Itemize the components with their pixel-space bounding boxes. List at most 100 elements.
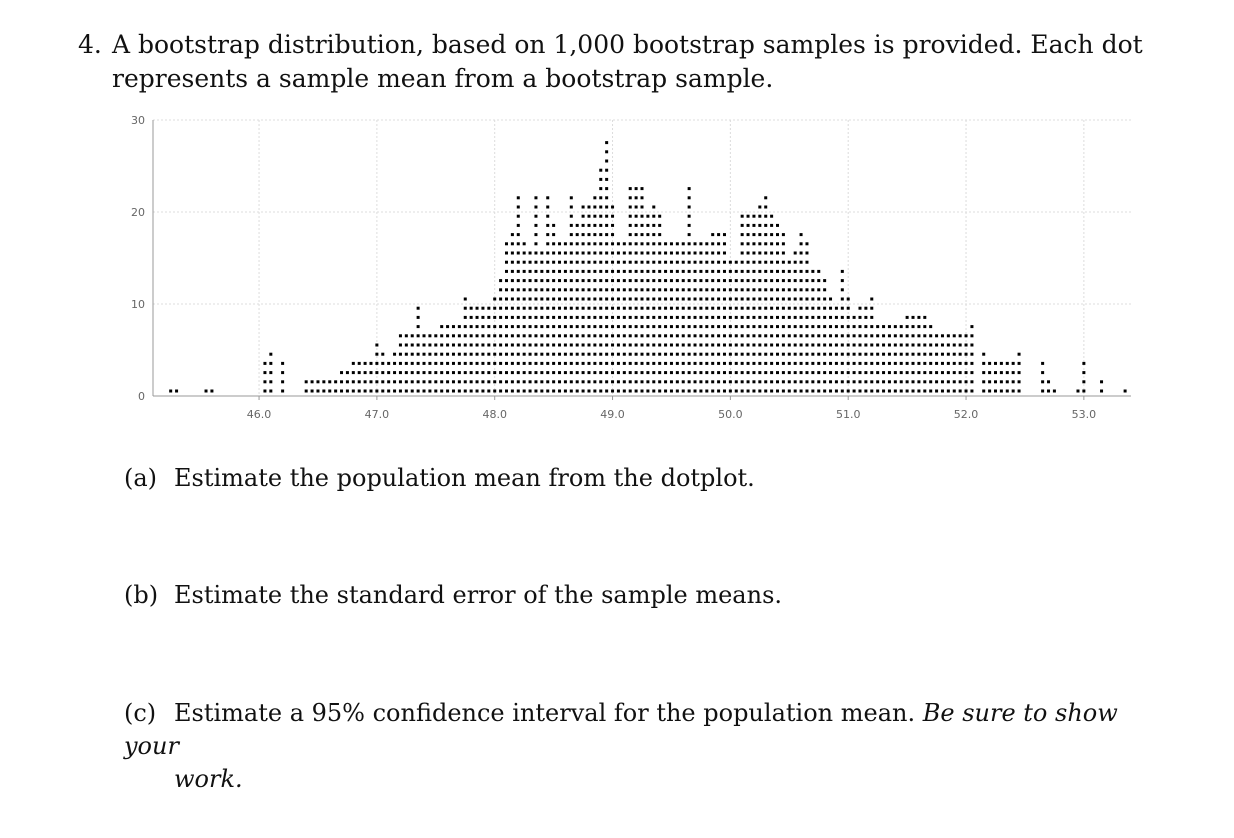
dot	[693, 361, 697, 365]
dot	[887, 352, 891, 356]
dot	[728, 260, 732, 264]
dot	[510, 242, 514, 246]
part-c-line-1: (c) Estimate a 95% confidence interval fo…	[124, 697, 1154, 763]
dot	[581, 361, 585, 365]
dot	[799, 251, 803, 255]
dot	[587, 334, 591, 338]
dot	[734, 334, 738, 338]
dot	[787, 361, 791, 365]
dot	[675, 352, 679, 356]
problem-statement: 4. A bootstrap distribution, based on 1,0…	[78, 28, 1158, 96]
dot	[846, 334, 850, 338]
dot	[829, 297, 833, 301]
dot	[546, 334, 550, 338]
dot	[622, 242, 626, 246]
dot	[499, 325, 503, 329]
dot	[852, 334, 856, 338]
dot	[799, 260, 803, 264]
dot	[1082, 361, 1086, 365]
dot	[640, 223, 644, 227]
dot	[764, 214, 768, 218]
dot	[628, 325, 632, 329]
dot	[805, 288, 809, 292]
dot	[646, 380, 650, 384]
dot	[669, 306, 673, 310]
dot	[475, 380, 479, 384]
dot	[923, 315, 927, 319]
dot	[776, 343, 780, 347]
dot	[552, 223, 556, 227]
dot	[711, 288, 715, 292]
dot	[817, 380, 821, 384]
dot	[499, 288, 503, 292]
dot	[770, 371, 774, 375]
dot	[640, 371, 644, 375]
dot	[699, 325, 703, 329]
dot	[805, 315, 809, 319]
dot	[1082, 389, 1086, 393]
dot	[717, 371, 721, 375]
dot	[717, 279, 721, 283]
dot	[722, 269, 726, 273]
dot	[599, 352, 603, 356]
dot	[398, 389, 402, 393]
dot	[711, 297, 715, 301]
dot	[640, 260, 644, 264]
dot	[634, 214, 638, 218]
dot	[575, 325, 579, 329]
dot	[269, 352, 273, 356]
problem-line-1: 4. A bootstrap distribution, based on 1,0…	[78, 28, 1158, 62]
dot	[728, 371, 732, 375]
dot	[599, 223, 603, 227]
dot	[669, 343, 673, 347]
dot	[528, 288, 532, 292]
dot	[646, 251, 650, 255]
dot	[717, 269, 721, 273]
dot	[1041, 371, 1045, 375]
dot	[652, 297, 656, 301]
dot	[463, 343, 467, 347]
dot	[646, 269, 650, 273]
dot	[593, 251, 597, 255]
x-tick-label: 49.0	[600, 408, 625, 421]
dot	[599, 168, 603, 172]
dot	[263, 389, 267, 393]
dot	[546, 389, 550, 393]
dot	[887, 325, 891, 329]
dot	[964, 371, 968, 375]
dot	[693, 325, 697, 329]
dot	[734, 260, 738, 264]
dot	[711, 361, 715, 365]
dot	[510, 279, 514, 283]
dot	[504, 352, 508, 356]
dot	[752, 260, 756, 264]
dot	[858, 306, 862, 310]
dot	[581, 260, 585, 264]
dot	[528, 279, 532, 283]
y-tick-label: 10	[131, 298, 145, 311]
dot	[422, 343, 426, 347]
dot	[646, 223, 650, 227]
dot	[646, 279, 650, 283]
dot	[599, 214, 603, 218]
dot	[711, 251, 715, 255]
dot	[699, 251, 703, 255]
dot	[504, 325, 508, 329]
dot	[658, 343, 662, 347]
dot	[817, 352, 821, 356]
dot	[952, 371, 956, 375]
dot	[534, 343, 538, 347]
dot	[746, 371, 750, 375]
dot	[428, 380, 432, 384]
dot	[622, 380, 626, 384]
dot	[616, 260, 620, 264]
dot	[935, 371, 939, 375]
dot	[681, 251, 685, 255]
dot	[628, 196, 632, 200]
dot	[858, 343, 862, 347]
dot	[587, 223, 591, 227]
dot	[664, 371, 668, 375]
dot	[510, 343, 514, 347]
dot	[534, 279, 538, 283]
dot	[811, 279, 815, 283]
